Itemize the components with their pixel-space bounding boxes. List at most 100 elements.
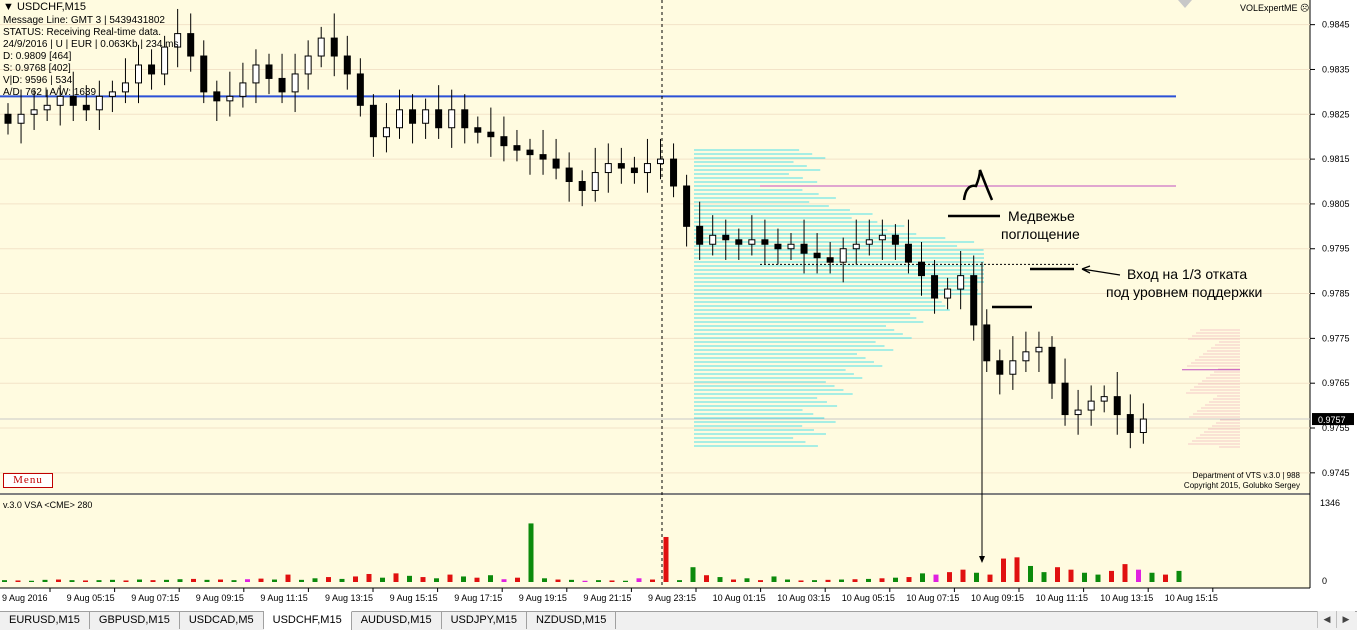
volume-bar — [1095, 574, 1101, 582]
candle-body — [513, 145, 521, 151]
volume-bar — [83, 580, 88, 582]
volume-bar — [1028, 565, 1033, 582]
candle-body — [944, 288, 952, 299]
candle-body — [252, 64, 260, 84]
scroll-left-icon[interactable]: ◀ — [1317, 611, 1336, 628]
copyright-line: Copyright 2015, Golubko Sergey — [1184, 481, 1300, 490]
volume-bar — [366, 573, 372, 582]
info-line: D: 0.9809 [464] — [3, 51, 72, 62]
candle-body — [735, 239, 743, 245]
y-tick-label: 0.9825 — [1322, 109, 1350, 119]
chart-canvas[interactable]: 0.9845 0.9835 0.9825 0.9815 0.9805 0.9795 0.97… — [0, 0, 1357, 611]
x-tick-label: 10 Aug 15:15 — [1165, 593, 1218, 603]
volume-bar — [609, 580, 615, 582]
candle-body — [604, 163, 612, 174]
volume-bar — [974, 572, 979, 582]
tab-usdchf-m15[interactable]: USDCHF,M15 — [263, 611, 352, 630]
current-price-tag — [1312, 413, 1354, 426]
volume-bar — [798, 580, 804, 582]
volume-bar — [258, 578, 264, 582]
time-axis-background — [0, 588, 1310, 611]
candle-body — [983, 324, 991, 362]
menu-button[interactable]: Menu — [3, 473, 53, 488]
tab-audusd-m15[interactable]: AUDUSD,M15 — [352, 612, 442, 629]
candle-body — [304, 55, 312, 75]
candle-body — [226, 95, 234, 102]
x-tick-label: 9 Aug 09:15 — [196, 593, 244, 603]
x-tick-label: 10 Aug 03:15 — [777, 593, 830, 603]
candle-body — [578, 181, 586, 191]
candle-body — [552, 158, 560, 169]
volume-bar — [501, 579, 507, 582]
volume-bar — [56, 579, 61, 582]
volume-bar — [704, 575, 709, 582]
volume-bar — [380, 577, 385, 582]
volume-bar — [1109, 570, 1114, 582]
y-tick-label: 0.9845 — [1322, 20, 1350, 30]
info-line: STATUS: Receiving Real-time data. — [3, 27, 162, 38]
volume-bar — [947, 572, 952, 582]
candle-body — [69, 95, 77, 106]
volume-bar — [1001, 558, 1006, 582]
volume-bar — [893, 577, 898, 582]
candle-body — [30, 109, 38, 115]
tab-usdjpy-m15[interactable]: USDJPY,M15 — [442, 612, 528, 629]
candle-body — [487, 131, 495, 138]
chart-shift-icon[interactable] — [1178, 0, 1192, 8]
volume-bar — [663, 536, 669, 582]
volume-bar — [690, 567, 696, 582]
volume-bar — [677, 580, 682, 582]
volume-bar — [299, 579, 304, 582]
candle-body — [396, 109, 403, 129]
tab-gbpusd-m15[interactable]: GBPUSD,M15 — [90, 612, 180, 629]
tab-eurusd-m15[interactable]: EURUSD,M15 — [0, 612, 90, 629]
volume-bar — [474, 577, 480, 582]
y-tick-label: 0.9775 — [1322, 333, 1350, 343]
candle-body — [121, 82, 129, 93]
x-tick-label: 9 Aug 13:15 — [325, 593, 373, 603]
volume-bar — [569, 579, 574, 582]
current-price-label: 0.9757 — [1318, 415, 1346, 425]
tab-nzdusd-m15[interactable]: NZDUSD,M15 — [527, 612, 617, 629]
volume-bar — [1163, 574, 1168, 582]
volume-bar — [204, 579, 210, 582]
candle-body — [409, 109, 417, 124]
entry-arrow-icon — [1081, 265, 1121, 276]
candle-body — [369, 104, 377, 138]
info-line: A/D: 762 | A/W: 1639 — [3, 87, 97, 98]
x-tick-label: 10 Aug 13:15 — [1100, 593, 1153, 603]
candle-body — [474, 127, 482, 133]
x-tick-label: 9 Aug 17:15 — [454, 593, 502, 603]
candle-body — [852, 243, 860, 250]
x-tick-label: 9 Aug 15:15 — [390, 593, 438, 603]
indicator-label: v.3.0 VSA <CME> 280 — [3, 500, 92, 510]
volume-bar — [555, 579, 561, 582]
scroll-right-icon[interactable]: ▶ — [1336, 611, 1355, 628]
candle-body — [1100, 396, 1108, 402]
dropdown-arrow-icon[interactable]: ▼ — [3, 1, 14, 13]
volume-bar — [933, 574, 939, 582]
volume-bar — [596, 580, 601, 582]
volume-bar — [285, 574, 291, 582]
candle-body — [565, 167, 573, 183]
tab-usdcad-m5[interactable]: USDCAD,M5 — [180, 612, 264, 629]
volume-bar — [812, 580, 817, 582]
candle-body — [957, 275, 965, 290]
candle-body — [643, 163, 651, 174]
bearish-engulfing-label: поглощение — [1001, 226, 1080, 242]
volume-bar — [1041, 572, 1047, 582]
candle-body — [591, 172, 599, 191]
volume-bar — [110, 579, 115, 582]
engulfing-arrow-shape — [962, 169, 994, 201]
x-tick-label: 9 Aug 23:15 — [648, 593, 696, 603]
volume-bar — [191, 578, 196, 582]
volume-pane-background — [0, 495, 1310, 588]
symbol-title: USDCHF,M15 — [16, 1, 87, 13]
candle-body — [1113, 396, 1121, 416]
candle-body — [239, 82, 247, 97]
candle-body — [1126, 414, 1134, 433]
volume-bar — [866, 578, 871, 582]
y-tick-label: 0.9745 — [1322, 468, 1350, 478]
candle-body — [82, 104, 90, 111]
